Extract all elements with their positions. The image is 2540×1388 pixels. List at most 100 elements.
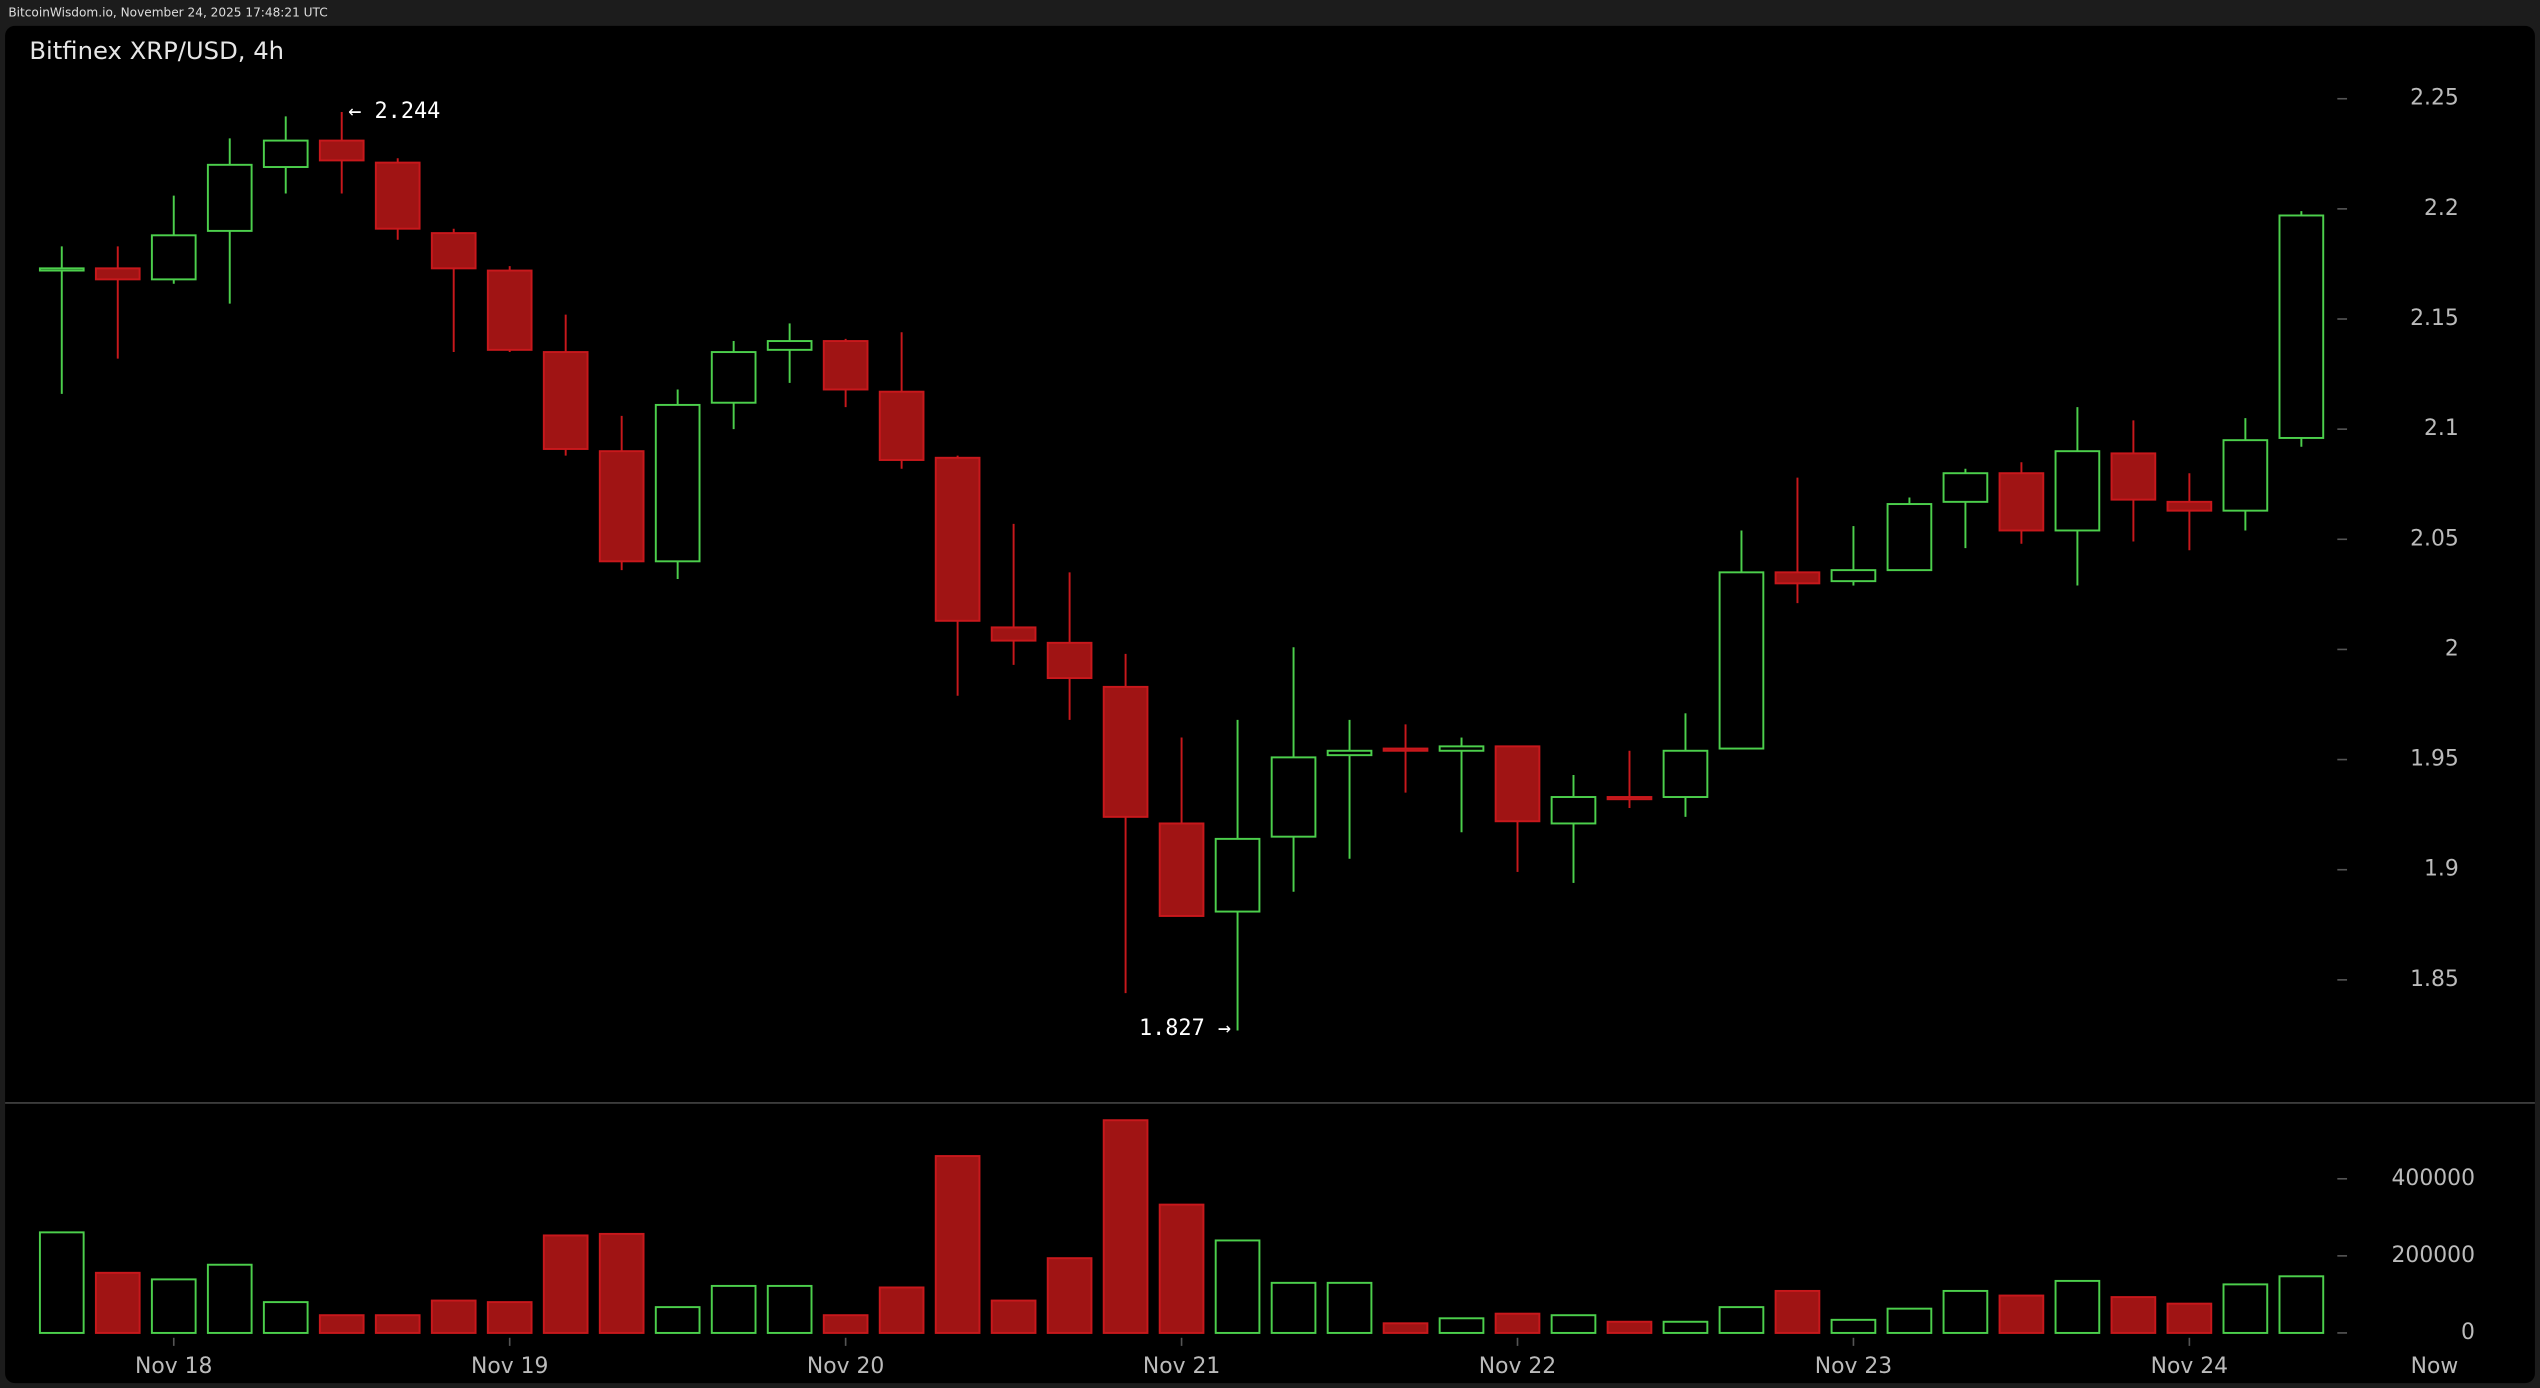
volume-bar xyxy=(1662,1320,1709,1334)
volume-bar xyxy=(542,1234,589,1334)
volume-bar xyxy=(486,1301,533,1334)
x-tick-label: Nov 20 xyxy=(807,1354,884,1379)
x-end-label: Now xyxy=(2411,1354,2459,1379)
y-tick-label: 2.2 xyxy=(2424,196,2459,221)
x-tick-label: Nov 19 xyxy=(471,1354,548,1379)
volume-bar xyxy=(1606,1320,1653,1334)
candle-body xyxy=(1494,745,1541,823)
chart-title: Bitfinex XRP/USD, 4h xyxy=(29,36,284,65)
x-tick-label: Nov 23 xyxy=(1815,1354,1892,1379)
chart-panel xyxy=(5,25,2535,1384)
volume-bar xyxy=(1550,1314,1597,1334)
volume-bar xyxy=(822,1314,869,1334)
candle-body xyxy=(1998,472,2045,532)
volume-bar xyxy=(1102,1119,1149,1334)
candle-body xyxy=(1382,747,1429,752)
volume-bar xyxy=(934,1155,981,1334)
volume-bar xyxy=(1438,1317,1485,1334)
volume-bar xyxy=(1158,1203,1205,1334)
annotation: ← 2.244 xyxy=(348,99,440,124)
y-tick-label: 2.15 xyxy=(2410,306,2459,331)
candle-body xyxy=(1774,571,1821,585)
candle-body xyxy=(1830,569,1877,583)
candle-body xyxy=(262,139,309,168)
volume-bar xyxy=(1998,1294,2045,1334)
y-tick-label: 1.9 xyxy=(2424,857,2459,882)
candle-body xyxy=(1438,745,1485,752)
y-tick-label: 2.05 xyxy=(2410,526,2459,551)
candle-body xyxy=(1886,503,1933,572)
candle-body xyxy=(1046,641,1093,680)
volume-bar xyxy=(766,1284,813,1334)
candle-body xyxy=(654,403,701,563)
candle-body xyxy=(1662,749,1709,798)
candle-body xyxy=(598,450,645,563)
y-tick-label: 1.85 xyxy=(2410,967,2459,992)
volume-bar xyxy=(1494,1312,1541,1334)
x-tick-label: Nov 22 xyxy=(1479,1354,1556,1379)
volume-bar xyxy=(2110,1296,2157,1334)
volume-bar xyxy=(374,1314,421,1334)
volume-tick-label: 400000 xyxy=(2392,1166,2475,1191)
volume-bar xyxy=(2222,1283,2269,1334)
volume-bar xyxy=(38,1231,85,1334)
candle-body xyxy=(206,163,253,232)
volume-bar xyxy=(262,1301,309,1334)
volume-bar xyxy=(1718,1306,1765,1334)
volume-bar xyxy=(2054,1279,2101,1334)
volume-tick-label: 0 xyxy=(2461,1320,2475,1345)
candle-body xyxy=(1158,822,1205,917)
candle-body xyxy=(766,340,813,351)
volume-bar xyxy=(206,1263,253,1334)
volume-bar xyxy=(430,1299,477,1334)
volume-bar xyxy=(1326,1281,1373,1334)
volume-bar xyxy=(1270,1281,1317,1334)
candle-body xyxy=(2222,439,2269,512)
candle-body xyxy=(710,351,757,404)
y-tick-label: 2 xyxy=(2445,636,2459,661)
volume-bar xyxy=(1942,1289,1989,1334)
x-tick-label: Nov 18 xyxy=(135,1354,212,1379)
volume-bar xyxy=(1046,1257,1093,1334)
candle-body xyxy=(2110,452,2157,501)
volume-bar xyxy=(1830,1318,1877,1334)
volume-bar xyxy=(710,1284,757,1334)
candle-body xyxy=(1214,837,1261,913)
source-header: BitcoinWisdom.io, November 24, 2025 17:4… xyxy=(8,5,327,19)
candle-body xyxy=(934,456,981,622)
candle-body xyxy=(2278,214,2325,439)
candle-body xyxy=(1718,571,1765,750)
volume-bar xyxy=(2166,1302,2213,1334)
candle-body xyxy=(2166,500,2213,512)
volume-bar xyxy=(654,1306,701,1334)
volume-bar xyxy=(598,1232,645,1334)
volume-bar xyxy=(2278,1275,2325,1334)
volume-bar xyxy=(94,1271,141,1334)
candle-body xyxy=(1942,472,1989,503)
candle-body xyxy=(878,390,925,461)
x-tick-label: Nov 24 xyxy=(2151,1354,2228,1379)
candle-body xyxy=(150,234,197,281)
x-tick-label: Nov 21 xyxy=(1143,1354,1220,1379)
volume-bar xyxy=(1886,1307,1933,1334)
candle-body xyxy=(990,626,1037,642)
candle-body xyxy=(486,269,533,351)
candle-body xyxy=(374,161,421,230)
volume-bar xyxy=(1214,1239,1261,1334)
volume-bar xyxy=(150,1278,197,1334)
candle-body xyxy=(542,351,589,450)
volume-bar xyxy=(990,1299,1037,1334)
volume-bar xyxy=(1774,1289,1821,1334)
candle-body xyxy=(318,139,365,162)
candle-body xyxy=(822,340,869,391)
candle-body xyxy=(94,267,141,281)
volume-bar xyxy=(878,1286,925,1334)
y-tick-label: 2.25 xyxy=(2410,86,2459,111)
candle-body xyxy=(430,232,477,270)
candle-body xyxy=(1606,796,1653,801)
volume-tick-label: 200000 xyxy=(2392,1243,2475,1268)
candle-body xyxy=(2054,450,2101,532)
volume-bar xyxy=(1382,1322,1429,1334)
